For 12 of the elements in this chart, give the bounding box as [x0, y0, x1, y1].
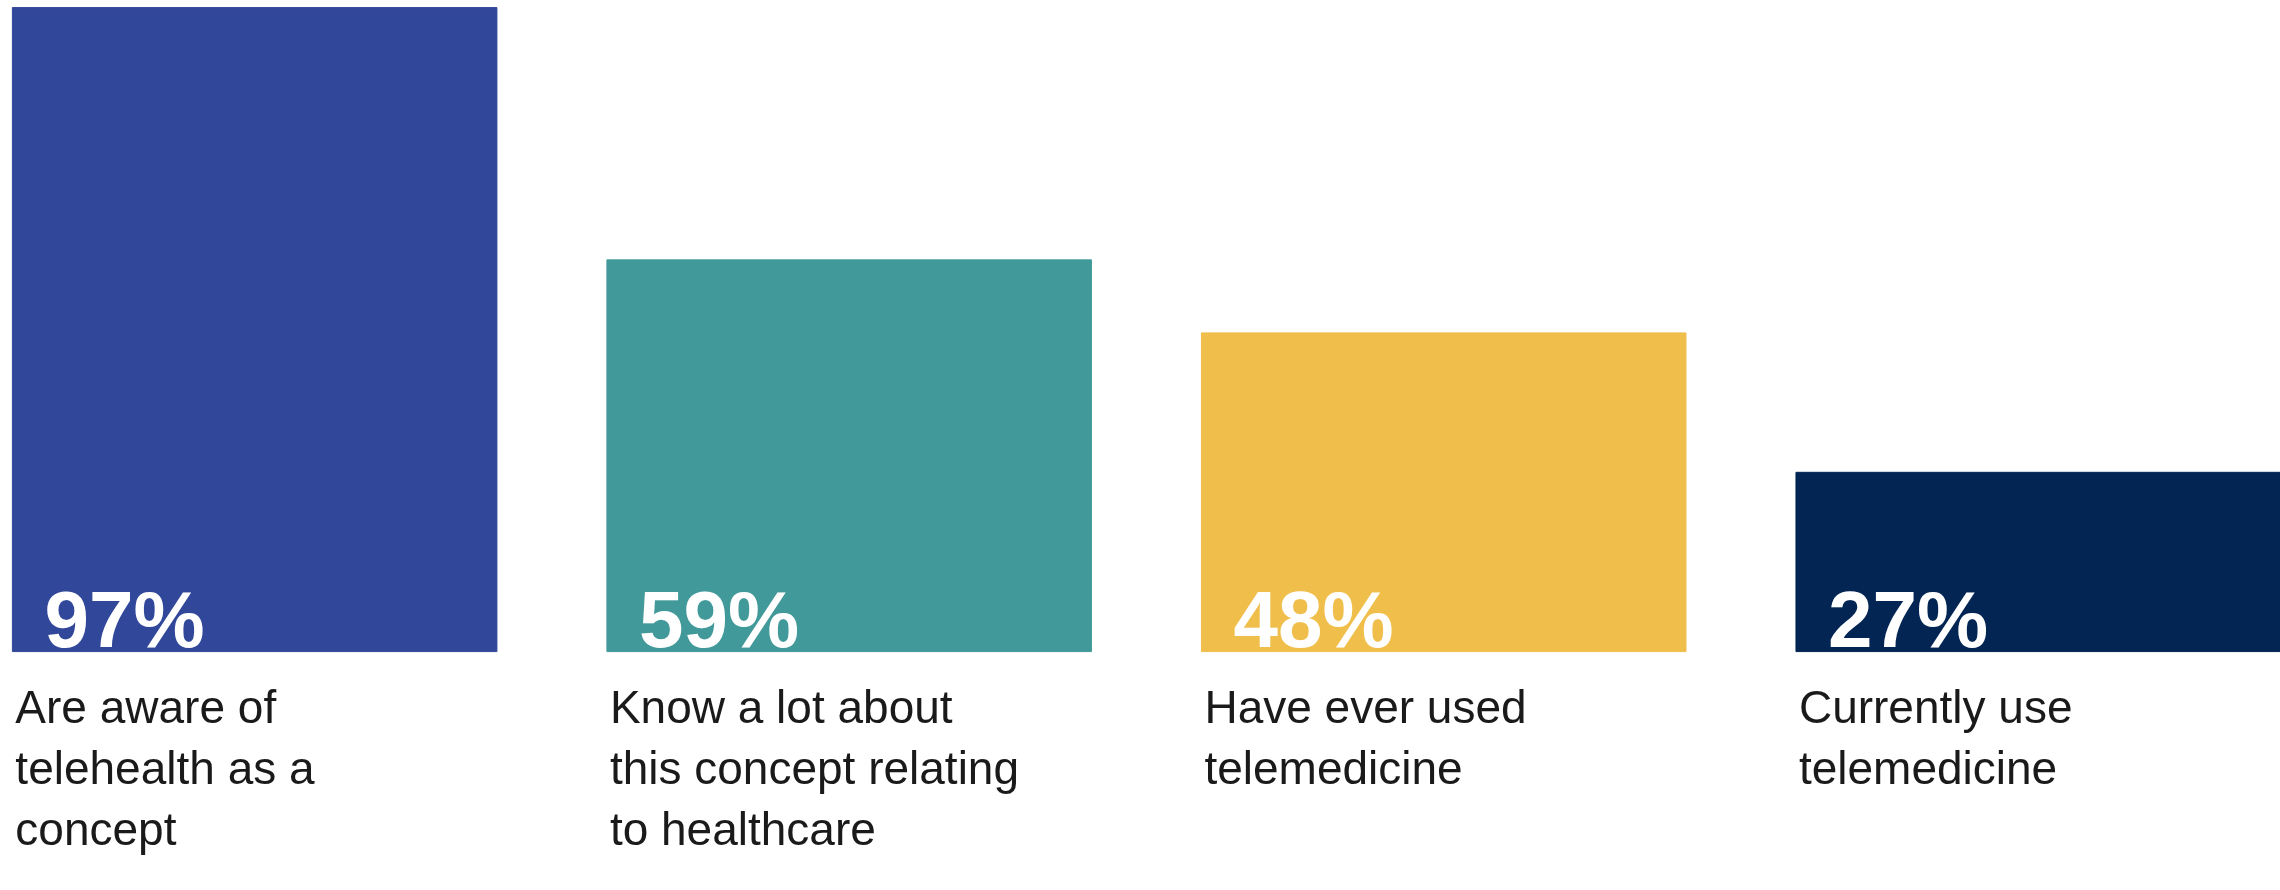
bar [11, 7, 498, 653]
bar [1200, 332, 1687, 653]
data-label: 97% [44, 574, 205, 664]
data-label: 27% [1828, 574, 1989, 664]
bar [606, 259, 1092, 653]
x-tick-label: Currently use telemedicine [1798, 680, 2073, 794]
bar [1795, 471, 2280, 653]
x-tick-label: Have ever used telemedicine [1204, 680, 1527, 794]
data-label: 48% [1233, 574, 1394, 664]
data-label: 59% [639, 574, 800, 664]
x-tick-label: Know a lot about this concept relating to healthcare [609, 680, 1020, 856]
x-tick-label: Are aware of telehealth as a concept [15, 680, 315, 856]
